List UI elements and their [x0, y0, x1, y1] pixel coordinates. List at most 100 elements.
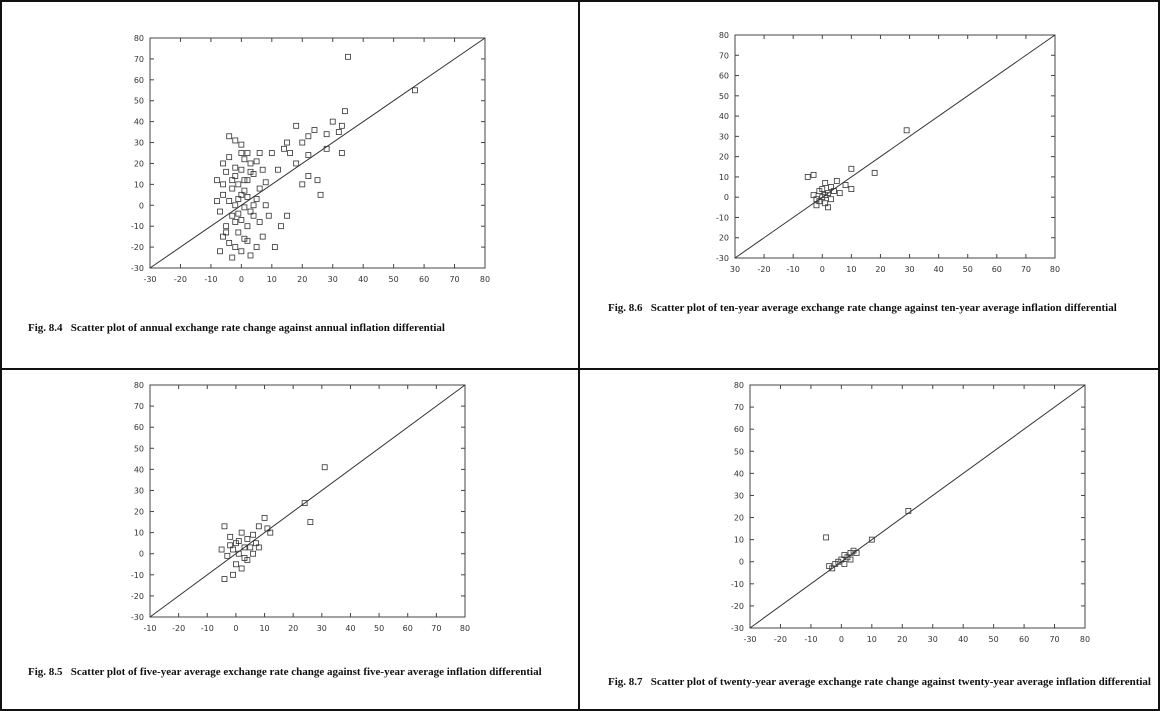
- x-tick-label: 30: [904, 265, 914, 274]
- y-tick-label: -30: [131, 264, 144, 273]
- scatter-point: [323, 145, 330, 152]
- scatter-point: [847, 556, 854, 563]
- scatter-point: [868, 536, 875, 543]
- scatter-chart-fig-8-6: 30 -20 -10 0 10 20 30 40 50 60 70 80 -30 20 -10 0 10 20 30…: [716, 31, 1060, 274]
- x-tick-label: 60: [419, 275, 429, 284]
- y-tick-label: 50: [719, 92, 729, 101]
- figure-title: Scatter plot of five-year average exchan…: [70, 666, 542, 678]
- scatter-point: [262, 202, 269, 209]
- scatter-point: [267, 529, 274, 536]
- x-tick-label: -30: [743, 635, 756, 644]
- x-tick-label: 60: [992, 265, 1002, 274]
- scatter-point: [227, 533, 234, 540]
- scatter-point: [244, 237, 251, 244]
- y-tick-label: 10: [134, 529, 144, 538]
- scatter-point: [244, 223, 251, 230]
- y-tick-label: 40: [134, 118, 144, 127]
- scatter-point: [232, 244, 239, 250]
- x-tick-label: 80: [1050, 265, 1060, 274]
- scatter-point: [822, 192, 829, 199]
- scatter-point: [235, 229, 242, 236]
- y-tick-label: 0: [724, 193, 729, 202]
- scatter-point: [250, 171, 257, 177]
- y-tick-label: 20: [719, 153, 729, 162]
- scatter-chart-fig-8-5: -10 -20 -10 0 10 20 30 40 50 60 70 80 -30 -20 -10 0 10 20…: [131, 381, 470, 633]
- x-tick-label: 0: [233, 624, 238, 633]
- scatter-point: [214, 198, 220, 204]
- scatter-point: [235, 181, 242, 188]
- x-tick-label: 70: [1049, 635, 1059, 644]
- scatter-point: [238, 191, 245, 198]
- figure-title: Scatter plot of twenty-year average exch…: [650, 676, 1151, 688]
- y-tick-label: 20: [134, 159, 144, 168]
- scatter-point: [220, 181, 226, 188]
- scatter-point: [223, 223, 230, 230]
- scatter-point: [825, 204, 831, 211]
- scatter-point: [224, 552, 231, 559]
- scatter-point: [253, 196, 260, 202]
- scatter-point: [229, 212, 236, 219]
- scatter-point: [342, 108, 348, 115]
- y-tick-label: 40: [734, 469, 744, 478]
- scatter-point: [244, 150, 251, 156]
- reference-line-45deg: [734, 34, 1056, 259]
- x-tick-label: -30: [143, 275, 156, 284]
- y-tick-label: 0: [739, 558, 744, 567]
- scatter-point: [238, 248, 245, 255]
- scatter-point: [220, 233, 226, 240]
- scatter-point: [233, 561, 239, 568]
- scatter-point: [238, 166, 245, 173]
- x-tick-label: 50: [374, 624, 384, 633]
- x-tick-label: 70: [1021, 265, 1031, 274]
- y-tick-label: -10: [131, 571, 144, 580]
- scatter-point: [804, 174, 811, 180]
- scatter-point: [250, 212, 257, 219]
- scatter-point: [229, 254, 236, 261]
- x-tick-label: -10: [143, 624, 156, 633]
- scatter-point: [828, 196, 834, 203]
- caption-fig-8-4: Fig. 8.4 Scatter plot of annual exchange…: [28, 322, 568, 335]
- scatter-point: [268, 150, 275, 156]
- scatter-point: [317, 191, 324, 198]
- figure-label: Fig. 8.4: [28, 322, 63, 334]
- scatter-point: [338, 150, 345, 156]
- scatter-point: [321, 464, 328, 471]
- y-tick-label: 60: [134, 76, 144, 85]
- scatter-point: [244, 177, 251, 184]
- scatter-point: [247, 160, 254, 167]
- scatter-point: [247, 168, 254, 175]
- scatter-point: [305, 152, 312, 158]
- x-tick-label: 50: [963, 265, 973, 274]
- x-tick-label: 0: [820, 265, 825, 274]
- scatter-point: [307, 519, 314, 525]
- caption-fig-8-7: Fig. 8.7 Scatter plot of twenty-year ave…: [608, 676, 1153, 689]
- y-tick-label: -20: [731, 602, 744, 611]
- figure-label: Fig. 8.7: [608, 676, 643, 688]
- x-tick-label: 30: [317, 624, 327, 633]
- scatter-point: [221, 576, 228, 582]
- x-tick-label: 20: [297, 275, 307, 284]
- panel-fig-8-6: 30 -20 -10 0 10 20 30 40 50 60 70 80 -30 20 -10 0 10 20 30…: [580, 0, 1160, 368]
- scatter-point: [842, 182, 849, 188]
- scatter-point: [293, 160, 300, 167]
- y-tick-label: 20: [719, 234, 729, 243]
- scatter-chart-fig-8-4: -30 -20 -10 0 10 20 30 40 50 60 70 80 -30 -20 -10 0 10 20…: [131, 34, 490, 284]
- figure-title: Scatter plot of ten-year average exchang…: [650, 302, 1117, 314]
- scatter-point: [813, 196, 820, 203]
- scatter-point: [241, 544, 248, 551]
- scatter-point: [238, 217, 245, 223]
- scatter-point: [265, 212, 272, 219]
- scatter-point: [278, 223, 284, 230]
- x-tick-label: -10: [804, 635, 817, 644]
- plot-frame: [734, 34, 1056, 259]
- x-tick-label: 20: [897, 635, 907, 644]
- scatter-point: [244, 536, 251, 542]
- x-tick-label: 60: [1019, 635, 1029, 644]
- scatter-point: [338, 122, 345, 129]
- x-tick-label: 80: [1080, 635, 1090, 644]
- y-tick-label: -30: [131, 613, 144, 622]
- scatter-point: [819, 194, 826, 201]
- x-tick-label: 40: [934, 265, 944, 274]
- scatter-point: [256, 219, 263, 225]
- x-tick-label: 40: [358, 275, 368, 284]
